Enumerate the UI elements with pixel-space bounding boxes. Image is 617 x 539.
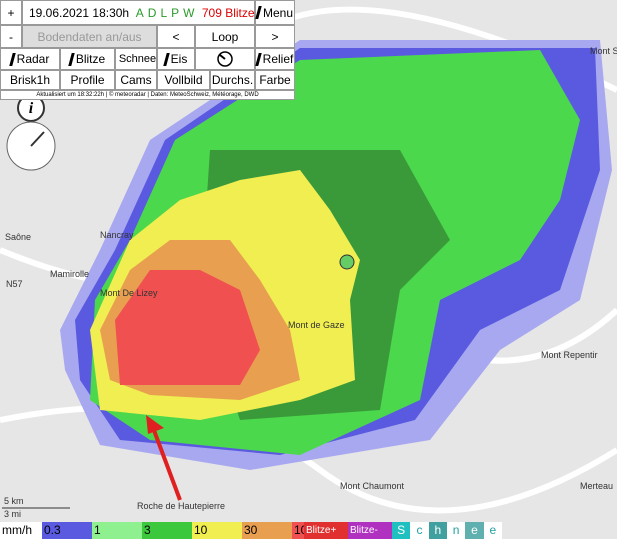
map-label: Mont Chaumont: [340, 481, 405, 491]
arrow: [150, 424, 182, 501]
prev[interactable]: <: [157, 25, 195, 48]
snow-letter: e: [483, 522, 502, 539]
ground-data[interactable]: Bodendaten an/aus: [22, 25, 157, 48]
cams-button[interactable]: Cams: [115, 70, 157, 90]
layer-letter: D: [147, 5, 157, 20]
layer-letter: A: [135, 5, 144, 20]
map-label: Mont de Gaze: [288, 320, 345, 330]
layer-letter: P: [171, 5, 180, 20]
location-marker: [339, 254, 355, 270]
brisk-button[interactable]: Brisk1h: [0, 70, 60, 90]
relief-toggle[interactable]: Relief: [255, 48, 295, 70]
map-label: Roche de Hautepierre: [137, 501, 225, 511]
info-text: i: [29, 100, 34, 117]
loop[interactable]: Loop: [195, 25, 255, 48]
snow-letter: c: [410, 522, 429, 539]
map-label: Merteau: [580, 481, 613, 491]
legend-unit: mm/h: [0, 522, 42, 539]
arrow-head: [146, 415, 164, 434]
snow-letter: n: [446, 522, 466, 539]
transparency-button[interactable]: Durchs.: [210, 70, 255, 90]
profile-button[interactable]: Profile: [60, 70, 115, 90]
compass-needle: [30, 131, 45, 147]
map-label: N57: [6, 279, 23, 289]
map-label: Mont Repentir: [541, 350, 598, 360]
next[interactable]: >: [255, 25, 295, 48]
layer-letter: W: [183, 5, 195, 20]
map-label: Mamirolle: [50, 269, 89, 279]
map-label: Nancray: [100, 230, 134, 240]
legend-item: 100: [292, 522, 314, 539]
datetime: 19.06.2021 18:30h: [29, 5, 130, 20]
gauge-icon: [217, 51, 233, 67]
legend-item: 1: [92, 522, 142, 539]
legend-item: 30: [242, 522, 292, 539]
legend-item: 0.3: [42, 522, 92, 539]
ice-toggle[interactable]: Eis: [157, 48, 195, 70]
update-status: Aktualisiert um 18:32:22h | © meteoradar…: [0, 90, 295, 100]
map-label: Mont De Lizey: [100, 288, 158, 298]
map-label: Saône: [5, 232, 31, 242]
snow-letter: h: [428, 522, 447, 539]
lightning-count: 709 Blitze: [201, 5, 255, 20]
layer-letter: L: [160, 5, 168, 20]
color-button[interactable]: Farbe: [255, 70, 295, 90]
legend-item: Blitze+: [304, 522, 348, 539]
legend-item: 3: [142, 522, 192, 539]
snow-toggle[interactable]: Schnee: [115, 48, 157, 70]
gauge-button[interactable]: [195, 48, 255, 70]
legend-item: 10: [192, 522, 242, 539]
snow-letter: S: [392, 522, 411, 539]
fullscreen-button[interactable]: Vollbild: [157, 70, 210, 90]
legend-item: Blitze-: [348, 522, 392, 539]
map-label: Mont Sole: [590, 46, 617, 56]
lightning-toggle[interactable]: Blitze: [60, 48, 115, 70]
zoom-out[interactable]: -: [0, 25, 22, 48]
snow-letter: e: [465, 522, 484, 539]
zoom-in[interactable]: +: [0, 0, 22, 25]
scale-label: 3 mi: [4, 509, 21, 519]
radar-red: [115, 270, 260, 385]
menu-button[interactable]: Menu: [255, 0, 295, 25]
scale-label: 5 km: [4, 496, 24, 506]
radar-toggle[interactable]: Radar: [0, 48, 60, 70]
